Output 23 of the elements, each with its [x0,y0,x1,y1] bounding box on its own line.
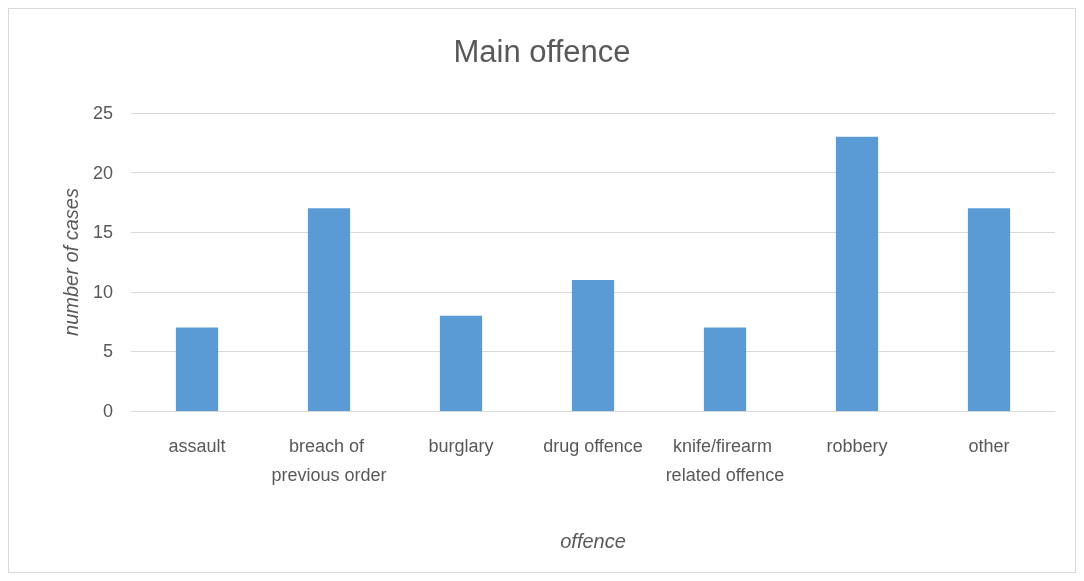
x-tick-label: assault [168,435,226,456]
y-tick-label: 25 [92,103,113,123]
x-tick-label: drug offence [543,435,643,456]
y-axis-title: number of cases [60,188,82,336]
x-axis-title: offence [560,530,626,552]
bar [835,136,879,411]
bar [175,327,219,411]
x-tick-label: burglary [428,435,494,456]
y-tick-label: 15 [92,222,113,243]
x-tick-label: knife/firearm related offence [665,435,785,485]
bar [703,327,747,411]
bar [307,208,351,411]
bar [439,315,483,411]
y-tick-label: 5 [102,341,113,362]
x-tick-label: robbery [826,435,888,456]
bar [571,279,615,411]
y-tick-label: 10 [92,281,113,302]
bar [967,208,1011,411]
y-tick-label: 0 [102,401,113,421]
x-tick-label: breach of previous order [271,435,387,485]
x-tick-label: other [968,435,1010,456]
y-tick-label: 20 [92,162,113,183]
chart-title: Main offence [453,34,631,69]
